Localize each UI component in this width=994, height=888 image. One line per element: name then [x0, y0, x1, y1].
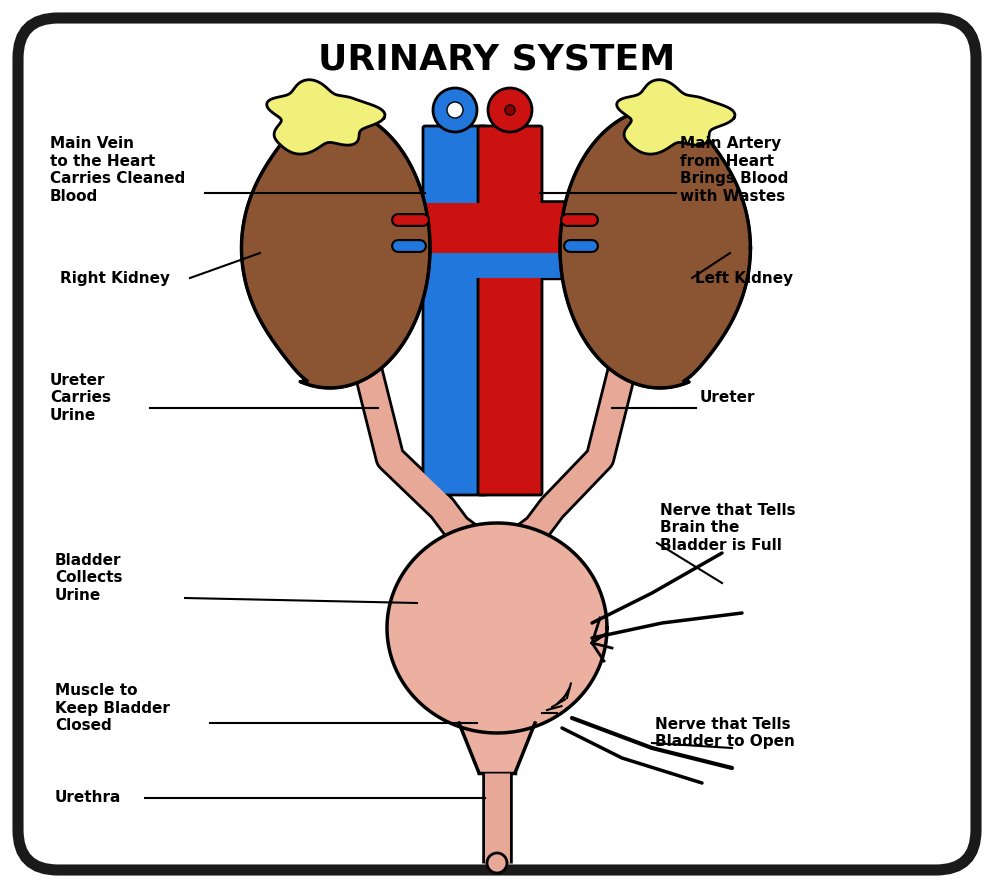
Polygon shape	[387, 523, 607, 733]
Polygon shape	[560, 108, 750, 388]
FancyBboxPatch shape	[18, 18, 976, 870]
Text: Left Kidney: Left Kidney	[695, 271, 793, 286]
Text: Muscle to
Keep Bladder
Closed: Muscle to Keep Bladder Closed	[55, 683, 170, 733]
Circle shape	[433, 88, 477, 132]
Text: Main Vein
to the Heart
Carries Cleaned
Blood: Main Vein to the Heart Carries Cleaned B…	[50, 137, 185, 203]
Polygon shape	[616, 80, 735, 155]
Circle shape	[488, 88, 532, 132]
Circle shape	[505, 105, 515, 115]
Polygon shape	[266, 80, 385, 155]
FancyBboxPatch shape	[423, 126, 487, 495]
Text: Main Artery
from Heart
Brings Blood
with Wastes: Main Artery from Heart Brings Blood with…	[680, 137, 788, 203]
Circle shape	[447, 102, 463, 118]
Text: Right Kidney: Right Kidney	[60, 271, 170, 286]
Polygon shape	[242, 108, 430, 388]
Text: Ureter: Ureter	[700, 391, 755, 406]
Text: Bladder
Collects
Urine: Bladder Collects Urine	[55, 553, 122, 603]
FancyBboxPatch shape	[478, 126, 542, 495]
Text: URINARY SYSTEM: URINARY SYSTEM	[318, 43, 676, 77]
Text: Nerve that Tells
Brain the
Bladder is Full: Nerve that Tells Brain the Bladder is Fu…	[660, 503, 795, 553]
Text: Urethra: Urethra	[55, 790, 121, 805]
Text: Ureter
Carries
Urine: Ureter Carries Urine	[50, 373, 111, 423]
Text: Nerve that Tells
Bladder to Open: Nerve that Tells Bladder to Open	[655, 717, 795, 749]
Polygon shape	[459, 723, 535, 773]
Circle shape	[487, 853, 507, 873]
